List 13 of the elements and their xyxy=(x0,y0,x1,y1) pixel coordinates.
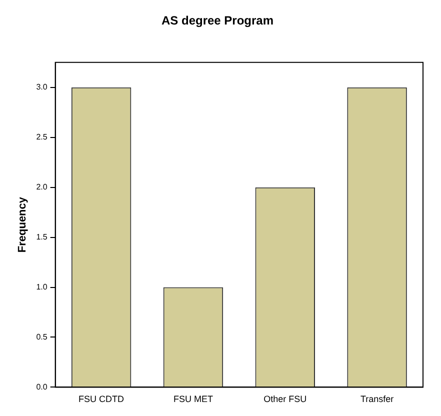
y-tick-label: 2.0 xyxy=(36,182,48,192)
chart-title: AS degree Program xyxy=(161,14,274,28)
y-tick-label: 2.5 xyxy=(36,132,48,142)
x-tick-label: FSU MET xyxy=(173,394,214,404)
y-tick-label: 1.0 xyxy=(36,282,48,292)
y-tick-label: 0.5 xyxy=(36,332,48,342)
x-tick-label: Transfer xyxy=(360,394,394,404)
x-tick-label: Other FSU xyxy=(264,394,307,404)
y-axis-title: Frequency xyxy=(16,196,29,253)
y-tick-label: 3.0 xyxy=(36,82,48,92)
y-tick-label: 1.5 xyxy=(36,232,48,242)
x-tick-label: FSU CDTD xyxy=(78,394,125,404)
y-tick-label: 0.0 xyxy=(36,382,48,392)
